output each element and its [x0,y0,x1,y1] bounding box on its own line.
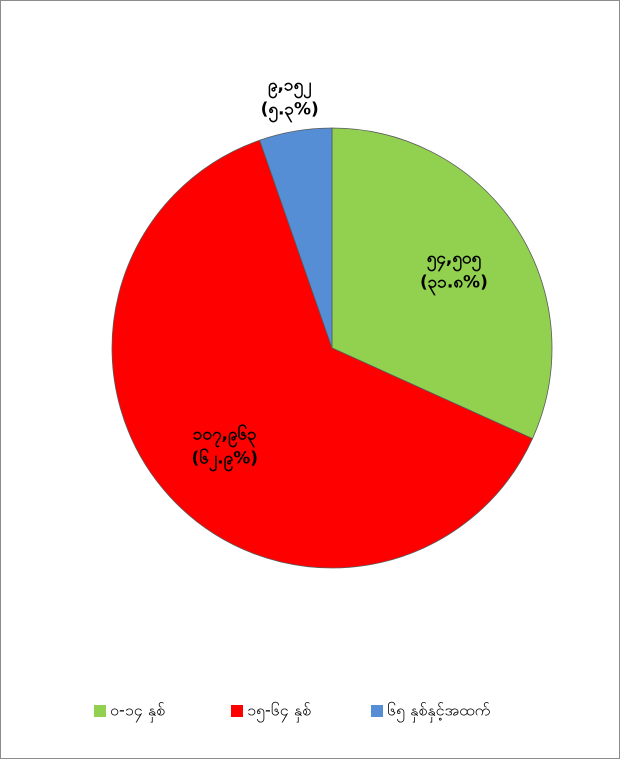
pie-slice [331,127,553,440]
percent-label: (၅.၃%) [261,100,319,124]
legend-swatch [371,705,383,717]
pie-slice [259,127,333,349]
data-label: ၁၀၇,၉၆၃ [193,423,257,449]
percent-label: (၃၁.၈%) [420,273,488,297]
legend-label: ၀-၁၄ နှစ် [110,701,165,723]
data-label: ၉,၁၅၂ [268,76,312,100]
legend: ၀-၁၄ နှစ် ၁၅-၆၄ နှစ် ၆၅ နှစ်နှင့်အထက် [94,701,491,723]
legend-swatch [231,705,243,717]
legend-label: ၁၅-၆၄ နှစ် [247,701,311,723]
pie: ၅၄,၅၀၅(၃၁.၈%) ၁၀၇,၉၆၃(၆၂.၉%) ၉,၁၅၂(၅.၃%) [111,76,553,569]
data-label: ၅၄,၅၀၅ [427,249,482,273]
legend-swatch [94,705,106,717]
pie-slice [111,139,533,569]
legend-label: ၆၅ နှစ်နှင့်အထက် [387,701,491,723]
percent-label: (၆၂.၉%) [191,447,258,473]
